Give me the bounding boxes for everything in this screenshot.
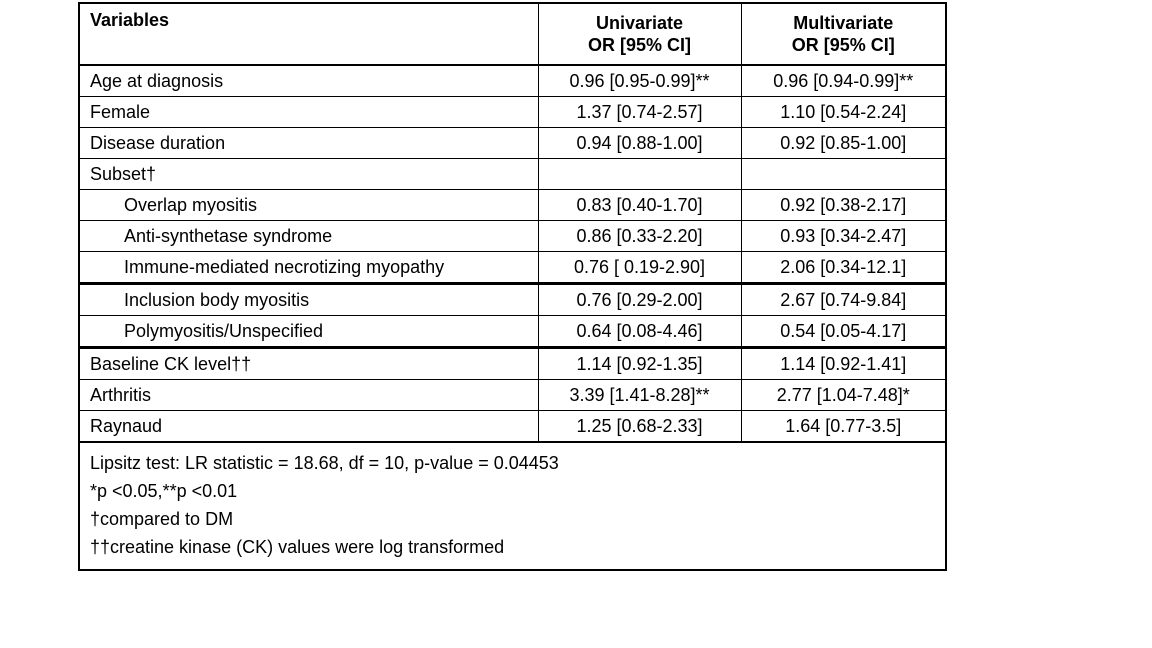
row-label: Raynaud <box>78 410 539 443</box>
column-header-univariate: Univariate OR [95% CI] <box>537 2 742 66</box>
table-row-anti-synthetase-syndrome: Anti-synthetase syndrome 0.86 [0.33-2.20… <box>78 220 947 252</box>
row-label: Overlap myositis <box>78 189 539 221</box>
multivariate-value: 0.54 [0.05-4.17] <box>740 315 947 348</box>
table-row-immune-mediated-necrotizing-myopathy: Immune-mediated necrotizing myopathy 0.7… <box>78 251 947 284</box>
footnote-double-dagger: ††creatine kinase (CK) values were log t… <box>90 537 505 557</box>
multivariate-value: 0.93 [0.34-2.47] <box>740 220 947 252</box>
univariate-value: 0.76 [ 0.19-2.90] <box>537 251 742 284</box>
multivariate-value: 2.77 [1.04-7.48]* <box>740 379 947 411</box>
row-label: Female <box>78 96 539 128</box>
univariate-value: 3.39 [1.41-8.28]** <box>537 379 742 411</box>
footnote-significance: *p <0.05,**p <0.01 <box>90 481 238 501</box>
table-row-arthritis: Arthritis 3.39 [1.41-8.28]** 2.77 [1.04-… <box>78 379 947 411</box>
table-row-female: Female 1.37 [0.74-2.57] 1.10 [0.54-2.24] <box>78 96 947 128</box>
multivariate-value: 2.06 [0.34-12.1] <box>740 251 947 284</box>
multivariate-value: 2.67 [0.74-9.84] <box>740 282 947 316</box>
table-row-raynaud: Raynaud 1.25 [0.68-2.33] 1.64 [0.77-3.5] <box>78 410 947 443</box>
univariate-value: 0.64 [0.08-4.46] <box>537 315 742 348</box>
row-label: Arthritis <box>78 379 539 411</box>
univariate-value: 1.25 [0.68-2.33] <box>537 410 742 443</box>
footnotes-row: Lipsitz test: LR statistic = 18.68, df =… <box>78 441 947 571</box>
multivariate-value: 0.96 [0.94-0.99]** <box>740 64 947 97</box>
table-row-inclusion-body-myositis: Inclusion body myositis 0.76 [0.29-2.00]… <box>78 282 947 316</box>
multivariate-value: 1.14 [0.92-1.41] <box>740 346 947 380</box>
multivariate-value: 1.10 [0.54-2.24] <box>740 96 947 128</box>
table-row-baseline-ck-level: Baseline CK level†† 1.14 [0.92-1.35] 1.1… <box>78 346 947 380</box>
univariate-value: 0.86 [0.33-2.20] <box>537 220 742 252</box>
header-row: Variables Univariate OR [95% CI] Multiva… <box>78 2 947 66</box>
footnotes-cell: Lipsitz test: LR statistic = 18.68, df =… <box>78 441 947 571</box>
row-label: Disease duration <box>78 127 539 159</box>
table-body: Age at diagnosis 0.96 [0.95-0.99]** 0.96… <box>78 64 947 443</box>
row-label: Baseline CK level†† <box>78 346 539 380</box>
table-footer: Lipsitz test: LR statistic = 18.68, df =… <box>78 441 947 571</box>
row-label: Inclusion body myositis <box>78 282 539 316</box>
column-header-multivariate: Multivariate OR [95% CI] <box>740 2 947 66</box>
univariate-header-line2: OR [95% CI] <box>587 35 692 55</box>
univariate-value <box>537 158 742 190</box>
table-row-polymyositis-unspecified: Polymyositis/Unspecified 0.64 [0.08-4.46… <box>78 315 947 348</box>
multivariate-value: 0.92 [0.38-2.17] <box>740 189 947 221</box>
univariate-value: 0.76 [0.29-2.00] <box>537 282 742 316</box>
table-row-subset: Subset† <box>78 158 947 190</box>
multivariate-value: 1.64 [0.77-3.5] <box>740 410 947 443</box>
multivariate-header-line2: OR [95% CI] <box>791 35 895 55</box>
row-label: Immune-mediated necrotizing myopathy <box>78 251 539 284</box>
multivariate-value <box>740 158 947 190</box>
univariate-value: 0.96 [0.95-0.99]** <box>537 64 742 97</box>
row-label: Subset† <box>78 158 539 190</box>
column-header-variables: Variables <box>78 2 539 66</box>
table-row-disease-duration: Disease duration 0.94 [0.88-1.00] 0.92 [… <box>78 127 947 159</box>
results-table-container: Variables Univariate OR [95% CI] Multiva… <box>78 2 947 571</box>
univariate-value: 1.14 [0.92-1.35] <box>537 346 742 380</box>
multivariate-header-line1: Multivariate <box>793 13 894 33</box>
table-header: Variables Univariate OR [95% CI] Multiva… <box>78 2 947 66</box>
footnote-lipsitz-test: Lipsitz test: LR statistic = 18.68, df =… <box>90 453 559 473</box>
univariate-value: 0.94 [0.88-1.00] <box>537 127 742 159</box>
multivariate-value: 0.92 [0.85-1.00] <box>740 127 947 159</box>
univariate-value: 0.83 [0.40-1.70] <box>537 189 742 221</box>
footnote-dagger: †compared to DM <box>90 509 234 529</box>
univariate-header-line1: Univariate <box>595 13 684 33</box>
table-row-age-at-diagnosis: Age at diagnosis 0.96 [0.95-0.99]** 0.96… <box>78 64 947 97</box>
table-row-overlap-myositis: Overlap myositis 0.83 [0.40-1.70] 0.92 [… <box>78 189 947 221</box>
row-label: Age at diagnosis <box>78 64 539 97</box>
univariate-value: 1.37 [0.74-2.57] <box>537 96 742 128</box>
row-label: Anti-synthetase syndrome <box>78 220 539 252</box>
row-label: Polymyositis/Unspecified <box>78 315 539 348</box>
odds-ratio-results-table: Variables Univariate OR [95% CI] Multiva… <box>78 2 947 571</box>
